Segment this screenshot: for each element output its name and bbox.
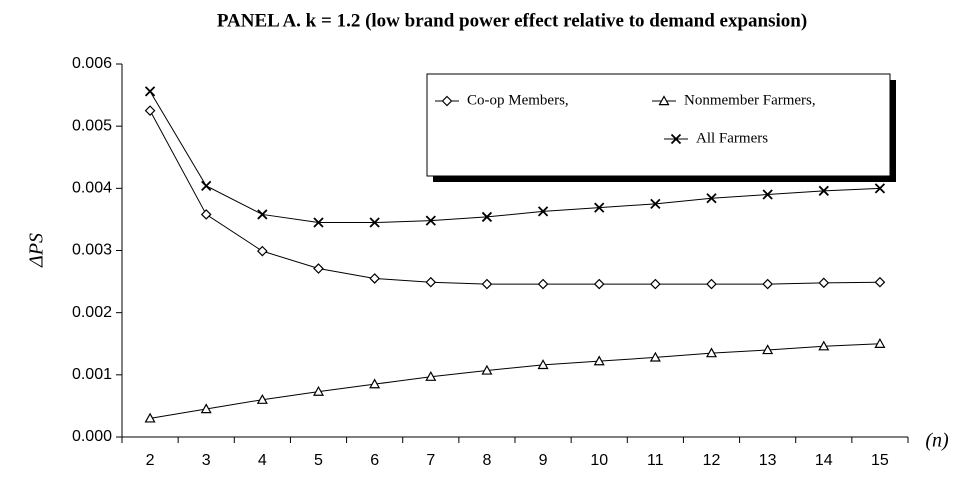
- legend-marker: [441, 95, 453, 107]
- series-line: [149, 91, 880, 224]
- data-point: [481, 364, 493, 375]
- data-point: [706, 193, 717, 204]
- legend-box: [426, 73, 891, 177]
- data-point: [818, 277, 830, 289]
- data-point: [144, 412, 156, 423]
- legend-label: All Farmers: [696, 130, 768, 146]
- legend-label: Nonmember Farmers,: [684, 92, 816, 108]
- data-point: [706, 278, 717, 290]
- x-tick-label: 6: [370, 452, 379, 469]
- data-point: [256, 393, 268, 404]
- data-point: [874, 338, 886, 348]
- data-point: [593, 355, 605, 366]
- series-line: [149, 343, 880, 419]
- data-point: [201, 180, 212, 191]
- data-point: [312, 385, 325, 396]
- data-point: [369, 378, 381, 389]
- x-tick-label: 8: [482, 452, 491, 469]
- x-tick-label: 9: [539, 452, 548, 469]
- data-point: [257, 245, 268, 257]
- x-tick-label: 7: [426, 452, 435, 469]
- data-point: [537, 359, 549, 370]
- series-line: [149, 110, 880, 285]
- x-tick-label: 11: [647, 452, 664, 469]
- x-tick-label: 2: [146, 452, 155, 469]
- data-point: [313, 263, 324, 274]
- x-tick-label: 10: [590, 452, 608, 469]
- x-tick-label: 14: [815, 452, 833, 469]
- legend-marker: [658, 95, 670, 106]
- data-point: [144, 86, 156, 97]
- data-point: [537, 206, 549, 217]
- x-tick-label: 15: [871, 452, 889, 469]
- data-point: [874, 276, 886, 288]
- data-point: [650, 278, 661, 290]
- data-point: [874, 183, 886, 194]
- x-tick-label: 13: [759, 452, 777, 469]
- data-point: [369, 273, 380, 284]
- x-tick-label: 4: [258, 452, 267, 469]
- data-point: [425, 276, 437, 288]
- y-tick-label: 0.001: [72, 366, 112, 383]
- data-point: [650, 198, 661, 210]
- data-point: [705, 347, 718, 358]
- y-tick-label: 0.006: [72, 55, 112, 72]
- legend-marker: [670, 133, 682, 145]
- data-point: [593, 278, 605, 290]
- data-point: [425, 370, 437, 381]
- x-tick-label: 3: [202, 452, 211, 469]
- data-point: [313, 217, 324, 228]
- data-point: [369, 217, 380, 228]
- data-point: [818, 185, 829, 196]
- data-point: [257, 209, 268, 220]
- y-axis-label: ΔPS: [26, 233, 48, 268]
- y-tick-label: 0.002: [72, 304, 112, 321]
- x-tick-label: 5: [314, 452, 323, 469]
- x-axis-label: (n): [925, 430, 949, 452]
- data-point: [144, 105, 156, 116]
- data-point: [200, 209, 212, 220]
- data-point: [649, 351, 661, 362]
- data-point: [481, 278, 493, 290]
- y-tick-label: 0.004: [72, 180, 112, 197]
- data-point: [481, 211, 493, 223]
- x-tick-label: 12: [703, 452, 721, 469]
- y-tick-label: 0.005: [72, 117, 112, 134]
- data-point: [762, 189, 773, 200]
- data-point: [425, 215, 436, 226]
- data-point: [762, 344, 774, 355]
- y-tick-label: 0.003: [72, 242, 112, 259]
- data-point: [537, 278, 549, 290]
- data-point: [594, 202, 605, 213]
- y-tick-label: 0.000: [72, 428, 112, 445]
- legend-label: Co-op Members,: [467, 92, 569, 108]
- chart-title: PANEL A. k = 1.2 (low brand power effect…: [217, 10, 807, 31]
- data-point: [818, 340, 830, 351]
- data-point: [200, 403, 212, 414]
- data-point: [762, 278, 773, 290]
